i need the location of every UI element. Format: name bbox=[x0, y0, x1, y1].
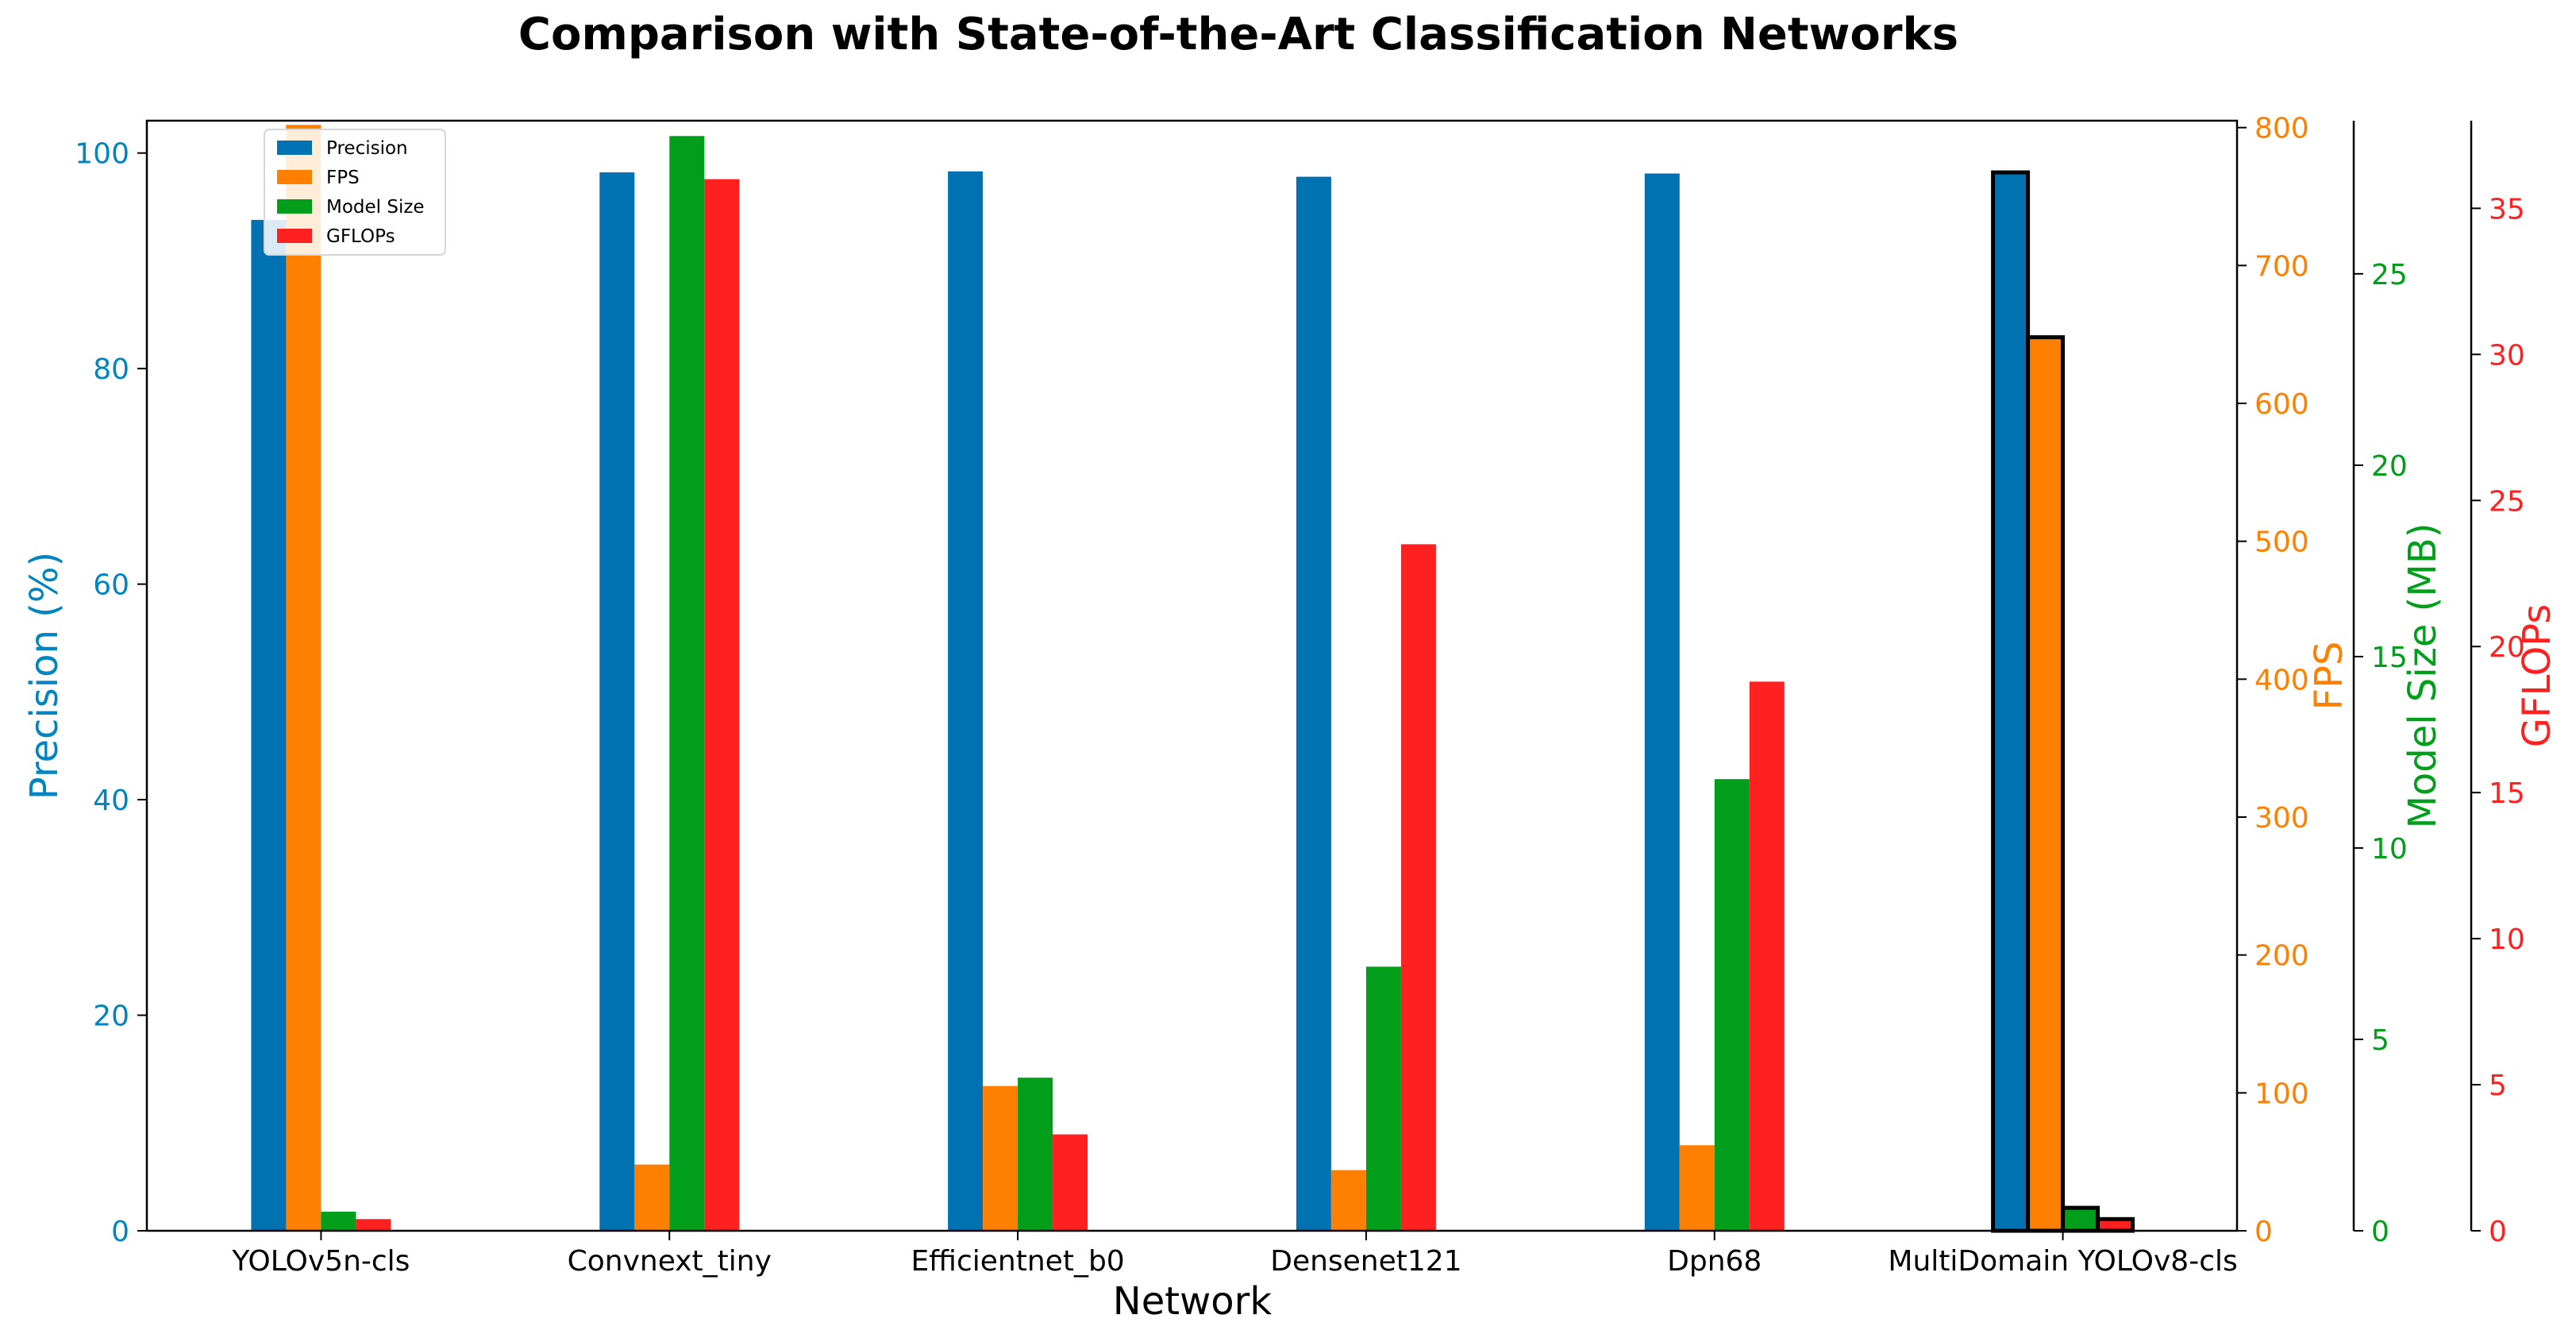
size-tick-label-5: 5 bbox=[2371, 1024, 2389, 1057]
x-tick-label-dpn68: Dpn68 bbox=[1667, 1245, 1762, 1278]
bar-precision-dpn68 bbox=[1644, 173, 1680, 1231]
bar-model-size-efficientnet-b0 bbox=[1018, 1078, 1053, 1231]
bar-precision-convnext-tiny bbox=[599, 172, 635, 1232]
x-tick-label-efficientnet-b0: Efficientnet_b0 bbox=[911, 1245, 1124, 1278]
precision-tick-label-60: 60 bbox=[93, 569, 129, 602]
gflops-tick-label-20: 20 bbox=[2489, 631, 2525, 664]
chart-title: Comparison with State-of-the-Art Classif… bbox=[518, 9, 1958, 60]
bar-model-size-convnext-tiny bbox=[669, 136, 705, 1231]
fps-tick-label-600: 600 bbox=[2254, 388, 2309, 421]
bar-precision-multidomain-yolov8-cls bbox=[1991, 170, 2031, 1233]
precision-tick-label-20: 20 bbox=[93, 1000, 129, 1033]
precision-tick-label-40: 40 bbox=[93, 785, 129, 817]
bar-precision-efficientnet-b0 bbox=[948, 171, 984, 1231]
x-axis-label: Network bbox=[1113, 1279, 1273, 1324]
gflops-tick-label-25: 25 bbox=[2489, 485, 2525, 518]
precision-tick-label-80: 80 bbox=[93, 353, 129, 386]
bar-gflops-yolov5n-cls bbox=[356, 1219, 391, 1231]
legend-swatch-gflops bbox=[277, 229, 312, 243]
bar-gflops-densenet121 bbox=[1400, 544, 1436, 1231]
size-tick-label-0: 0 bbox=[2371, 1216, 2389, 1248]
legend-swatch-model-size bbox=[277, 199, 312, 214]
plot-frame bbox=[145, 119, 2239, 1232]
x-tick-label-convnext-tiny: Convnext_tiny bbox=[568, 1245, 772, 1278]
gflops-tick-label-15: 15 bbox=[2489, 777, 2525, 810]
precision-tick-label-100: 100 bbox=[75, 138, 129, 171]
fps-tick-label-100: 100 bbox=[2254, 1078, 2309, 1110]
size-tick-label-10: 10 bbox=[2371, 833, 2408, 866]
legend-box bbox=[264, 129, 446, 256]
legend-label-precision: Precision bbox=[326, 138, 408, 159]
legend-swatch-fps bbox=[277, 170, 312, 184]
bar-fps-efficientnet-b0 bbox=[983, 1085, 1018, 1231]
x-tick-label-multidomain-yolov8-cls: MultiDomain YOLOv8-cls bbox=[1888, 1245, 2237, 1278]
fps-tick-label-300: 300 bbox=[2254, 802, 2309, 835]
bar-fps-densenet121 bbox=[1330, 1170, 1366, 1231]
gflops-tick-label-30: 30 bbox=[2489, 339, 2525, 372]
bar-fps-convnext-tiny bbox=[634, 1164, 670, 1231]
fps-tick-label-500: 500 bbox=[2254, 526, 2309, 559]
x-tick-label-yolov5n-cls: YOLOv5n-cls bbox=[231, 1245, 410, 1278]
x-tick-label-densenet121: Densenet121 bbox=[1270, 1245, 1461, 1278]
bar-fps-multidomain-yolov8-cls bbox=[2026, 335, 2066, 1233]
gflops-tick-label-10: 10 bbox=[2489, 923, 2525, 956]
bar-model-size-yolov5n-cls bbox=[321, 1211, 356, 1231]
legend-swatch-precision bbox=[277, 141, 312, 155]
precision-tick-label-0: 0 bbox=[111, 1216, 129, 1248]
fps-tick-label-800: 800 bbox=[2254, 113, 2309, 145]
legend-label-gflops: GFLOPs bbox=[326, 226, 395, 247]
axes-layer: YOLOv5n-cls Convnext_tiny Efficientnet_b0 D… bbox=[22, 113, 2559, 1278]
gflops-axis-label: GFLOPs bbox=[2515, 604, 2559, 748]
bar-precision-densenet121 bbox=[1296, 176, 1331, 1232]
gflops-tick-label-0: 0 bbox=[2489, 1216, 2507, 1248]
size-tick-label-20: 20 bbox=[2371, 450, 2408, 483]
bar-gflops-dpn68 bbox=[1749, 681, 1785, 1231]
bar-model-size-multidomain-yolov8-cls bbox=[2061, 1205, 2100, 1233]
size-axis-label: Model Size (MB) bbox=[2401, 523, 2445, 829]
fps-tick-label-200: 200 bbox=[2254, 940, 2309, 973]
bar-gflops-efficientnet-b0 bbox=[1053, 1134, 1088, 1231]
bar-model-size-dpn68 bbox=[1714, 779, 1750, 1231]
bar-gflops-convnext-tiny bbox=[704, 179, 740, 1232]
bars-layer bbox=[251, 125, 2135, 1233]
legend: Precision FPS Model Size GFLOPs bbox=[264, 129, 446, 256]
size-tick-label-15: 15 bbox=[2371, 642, 2408, 674]
fps-axis-label: FPS bbox=[2307, 641, 2351, 710]
fps-tick-label-0: 0 bbox=[2254, 1216, 2273, 1248]
bar-fps-yolov5n-cls bbox=[286, 125, 322, 1232]
bar-model-size-densenet121 bbox=[1365, 966, 1401, 1231]
bar-gflops-multidomain-yolov8-cls bbox=[2096, 1216, 2135, 1233]
gflops-tick-label-35: 35 bbox=[2489, 193, 2525, 226]
legend-label-model-size: Model Size bbox=[326, 197, 425, 218]
bar-fps-dpn68 bbox=[1679, 1145, 1715, 1231]
gflops-tick-label-5: 5 bbox=[2489, 1070, 2507, 1102]
fps-tick-label-400: 400 bbox=[2254, 664, 2309, 696]
fps-tick-label-700: 700 bbox=[2254, 250, 2309, 283]
size-tick-label-25: 25 bbox=[2371, 259, 2408, 291]
legend-label-fps: FPS bbox=[326, 168, 360, 188]
bar-precision-yolov5n-cls bbox=[251, 219, 287, 1231]
precision-axis-label: Precision (%) bbox=[22, 552, 67, 800]
